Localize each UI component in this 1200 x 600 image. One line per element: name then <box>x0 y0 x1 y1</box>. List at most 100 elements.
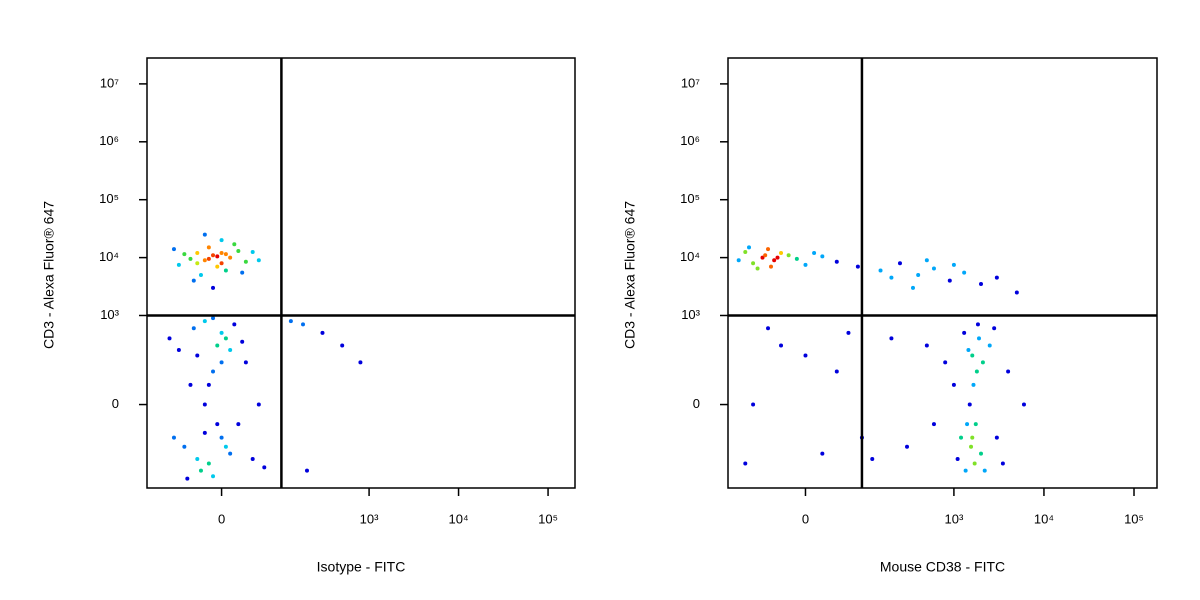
event-dot <box>1006 369 1011 374</box>
plot: 0 10³ 10⁴ 10⁵ 0 10³ 10⁴ 10⁵ 10⁶ 10⁷ Isotype - FITC… <box>41 57 576 575</box>
event-dot <box>755 266 760 271</box>
event-dot <box>219 238 224 243</box>
event-dot <box>182 444 187 449</box>
event-dot <box>202 258 207 263</box>
event-dot <box>820 451 825 456</box>
event-dot <box>191 326 196 331</box>
event-dot <box>779 251 784 256</box>
event-dot <box>971 382 976 387</box>
event-dot <box>223 444 228 449</box>
event-dot <box>959 435 964 440</box>
event-dot <box>820 254 825 259</box>
event-dot <box>185 476 190 481</box>
event-dot <box>195 261 200 266</box>
x-tick-label: 0 <box>802 511 809 526</box>
event-dot <box>772 258 777 263</box>
event-dot <box>171 247 176 252</box>
y-tick-label: 10⁴ <box>680 249 700 264</box>
event-dot <box>340 343 345 348</box>
event-dot <box>256 402 261 407</box>
event-dot <box>228 255 233 260</box>
event-dot <box>962 270 967 275</box>
event-dot <box>288 319 293 324</box>
event-dot <box>803 353 808 358</box>
event-dot <box>951 262 956 267</box>
event-dot <box>751 402 756 407</box>
event-dot <box>211 285 216 290</box>
event-dot <box>980 360 985 365</box>
event-dot <box>262 465 267 470</box>
event-dot <box>992 326 997 331</box>
event-dot <box>972 461 977 466</box>
event-dot <box>897 261 902 266</box>
event-dot <box>191 278 196 283</box>
event-dot <box>834 369 839 374</box>
event-dot <box>931 422 936 427</box>
event-dot <box>786 253 791 258</box>
y-axis-title: CD3 - Alexa Fluor® 647 <box>41 201 57 349</box>
event-dot <box>969 444 974 449</box>
event-dot <box>211 316 216 321</box>
event-dot <box>834 259 839 264</box>
event-dot <box>188 256 193 261</box>
event-dot <box>198 468 203 473</box>
plot: 0 10³ 10⁴ 10⁵ 0 10³ 10⁴ 10⁵ 10⁶ 10⁷ Mouse CD38 - F… <box>622 57 1158 575</box>
event-dot <box>1000 461 1005 466</box>
event-dot <box>240 339 245 344</box>
x-tick-label: 10⁴ <box>449 511 469 526</box>
event-dot <box>219 261 224 266</box>
event-dot <box>976 336 981 341</box>
x-tick-label: 10³ <box>360 511 379 526</box>
event-dot <box>846 330 851 335</box>
x-tick-label: 10⁵ <box>538 511 558 526</box>
event-dot <box>982 468 987 473</box>
event-dot <box>211 474 216 479</box>
event-dot <box>206 256 211 261</box>
event-dot <box>943 360 948 365</box>
event-dot <box>970 353 975 358</box>
y-tick-label: 10³ <box>100 307 119 322</box>
y-tick-label: 0 <box>693 396 700 411</box>
event-dot <box>779 343 784 348</box>
event-dot <box>979 451 984 456</box>
event-dot <box>763 253 768 258</box>
event-dot <box>228 348 233 353</box>
event-dot <box>202 402 207 407</box>
event-dot <box>1021 402 1026 407</box>
event-dot <box>965 422 970 427</box>
event-dot <box>236 249 241 254</box>
event-dot <box>967 402 972 407</box>
x-tick-label: 10⁴ <box>1034 511 1054 526</box>
y-tick-label: 10⁶ <box>680 133 700 148</box>
event-dot <box>219 360 224 365</box>
event-dot <box>250 457 255 462</box>
event-dot <box>766 247 771 252</box>
event-dot <box>256 258 261 263</box>
event-dot <box>963 468 968 473</box>
event-dot <box>167 336 172 341</box>
event-dot <box>747 245 752 250</box>
event-dot <box>358 360 363 365</box>
event-dot <box>206 245 211 250</box>
event-dot <box>215 422 220 427</box>
event-dot <box>743 249 748 254</box>
event-dot <box>910 285 915 290</box>
x-tick-label: 0 <box>218 511 225 526</box>
event-dot <box>223 268 228 273</box>
event-dot <box>751 261 756 266</box>
event-dot <box>766 326 771 331</box>
event-dot <box>870 457 875 462</box>
event-dot <box>979 282 984 287</box>
event-dot <box>223 252 228 257</box>
y-tick-label: 0 <box>112 396 119 411</box>
event-dot <box>855 264 860 269</box>
event-dot <box>931 266 936 271</box>
event-dot <box>955 457 960 462</box>
event-dot <box>215 264 220 269</box>
event-dot <box>736 258 741 263</box>
event-dot <box>916 273 921 278</box>
event-dot <box>202 430 207 435</box>
event-dot <box>195 457 200 462</box>
event-dot <box>878 268 883 273</box>
event-dot <box>974 369 979 374</box>
